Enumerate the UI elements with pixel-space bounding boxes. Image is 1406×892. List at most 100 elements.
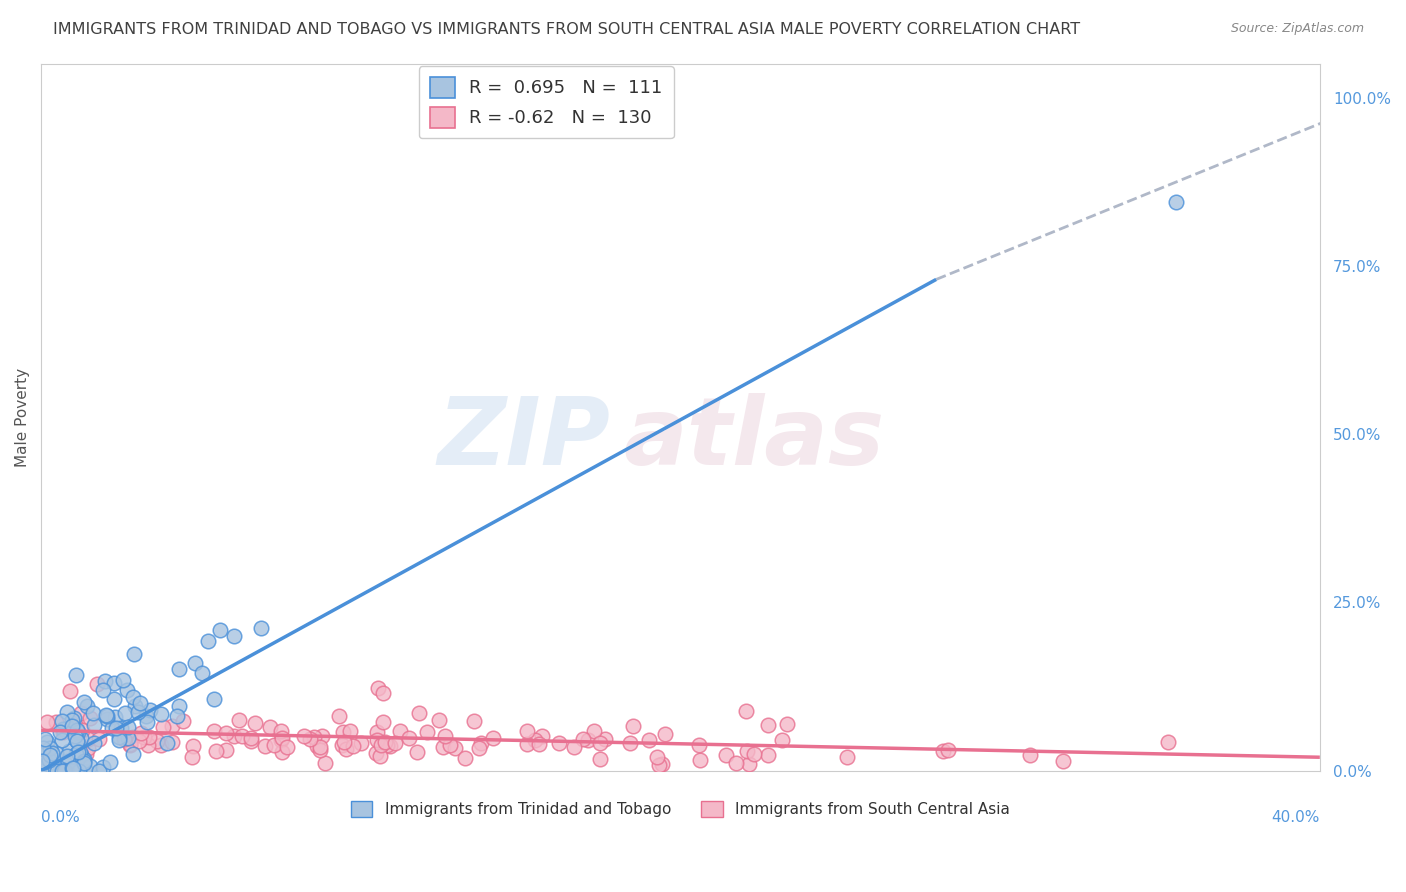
Point — [384, 736, 406, 750]
Point — [48, 764, 70, 778]
Point — [181, 739, 204, 754]
Point — [463, 714, 485, 729]
Point — [152, 721, 174, 735]
Point — [62, 719, 84, 733]
Point — [60, 713, 83, 727]
Point — [770, 732, 793, 747]
Point — [83, 736, 105, 750]
Point — [63, 711, 86, 725]
Point — [688, 738, 710, 752]
Point — [117, 720, 139, 734]
Point — [103, 676, 125, 690]
Point — [378, 739, 401, 754]
Point — [367, 681, 389, 696]
Point — [39, 747, 62, 762]
Point — [375, 738, 398, 752]
Point — [292, 729, 315, 743]
Point — [138, 703, 160, 717]
Point — [776, 717, 799, 731]
Point — [51, 764, 73, 778]
Point — [1052, 755, 1074, 769]
Point — [31, 747, 53, 761]
Point — [737, 757, 759, 772]
Point — [689, 753, 711, 767]
Point — [366, 724, 388, 739]
Point — [654, 727, 676, 741]
Point — [259, 720, 281, 734]
Point — [572, 731, 595, 746]
Point — [60, 764, 83, 778]
Point — [328, 709, 350, 723]
Point — [65, 719, 87, 733]
Point — [239, 731, 262, 745]
Point — [454, 751, 477, 765]
Point — [263, 738, 285, 752]
Point — [112, 731, 135, 746]
Point — [65, 747, 87, 761]
Point — [172, 714, 194, 728]
Point — [398, 731, 420, 746]
Point — [150, 707, 173, 722]
Point — [73, 752, 96, 766]
Point — [52, 722, 75, 736]
Point — [302, 730, 325, 744]
Point — [45, 746, 67, 760]
Point — [725, 756, 748, 771]
Text: ZIP: ZIP — [437, 392, 610, 484]
Point — [73, 754, 96, 768]
Point — [370, 738, 392, 752]
Point — [149, 738, 172, 752]
Point — [311, 729, 333, 743]
Point — [408, 706, 430, 720]
Point — [62, 764, 84, 778]
Point — [335, 742, 357, 756]
Point — [307, 739, 329, 754]
Point — [931, 744, 953, 758]
Point — [38, 753, 60, 767]
Point — [75, 747, 97, 761]
Point — [55, 749, 77, 764]
Text: 40.0%: 40.0% — [1271, 810, 1320, 824]
Point — [138, 730, 160, 744]
Point — [433, 729, 456, 743]
Point — [169, 698, 191, 713]
Point — [70, 747, 93, 762]
Point — [53, 764, 76, 778]
Point — [439, 738, 461, 752]
Point — [589, 752, 612, 766]
Point — [34, 732, 56, 747]
Point — [215, 743, 238, 757]
Point — [276, 740, 298, 755]
Point — [65, 668, 87, 682]
Point — [86, 677, 108, 691]
Point — [314, 756, 336, 770]
Point — [69, 745, 91, 759]
Point — [96, 712, 118, 726]
Point — [735, 744, 758, 758]
Point — [734, 705, 756, 719]
Point — [41, 746, 63, 760]
Point — [108, 730, 131, 744]
Point — [60, 761, 83, 775]
Point — [214, 726, 236, 740]
Point — [122, 648, 145, 662]
Point — [35, 714, 58, 729]
Point — [73, 695, 96, 709]
Point — [253, 739, 276, 753]
Point — [245, 716, 267, 731]
Point — [101, 722, 124, 736]
Point — [118, 738, 141, 752]
Point — [576, 732, 599, 747]
Point — [648, 758, 671, 772]
Point — [339, 723, 361, 738]
Point — [129, 696, 152, 710]
Point — [75, 764, 97, 778]
Legend: Immigrants from Trinidad and Tobago, Immigrants from South Central Asia: Immigrants from Trinidad and Tobago, Imm… — [344, 795, 1017, 823]
Point — [56, 721, 79, 735]
Point — [370, 749, 392, 764]
Point — [160, 719, 183, 733]
Point — [83, 718, 105, 732]
Point — [583, 724, 606, 739]
Point — [427, 713, 450, 727]
Point — [1164, 194, 1187, 209]
